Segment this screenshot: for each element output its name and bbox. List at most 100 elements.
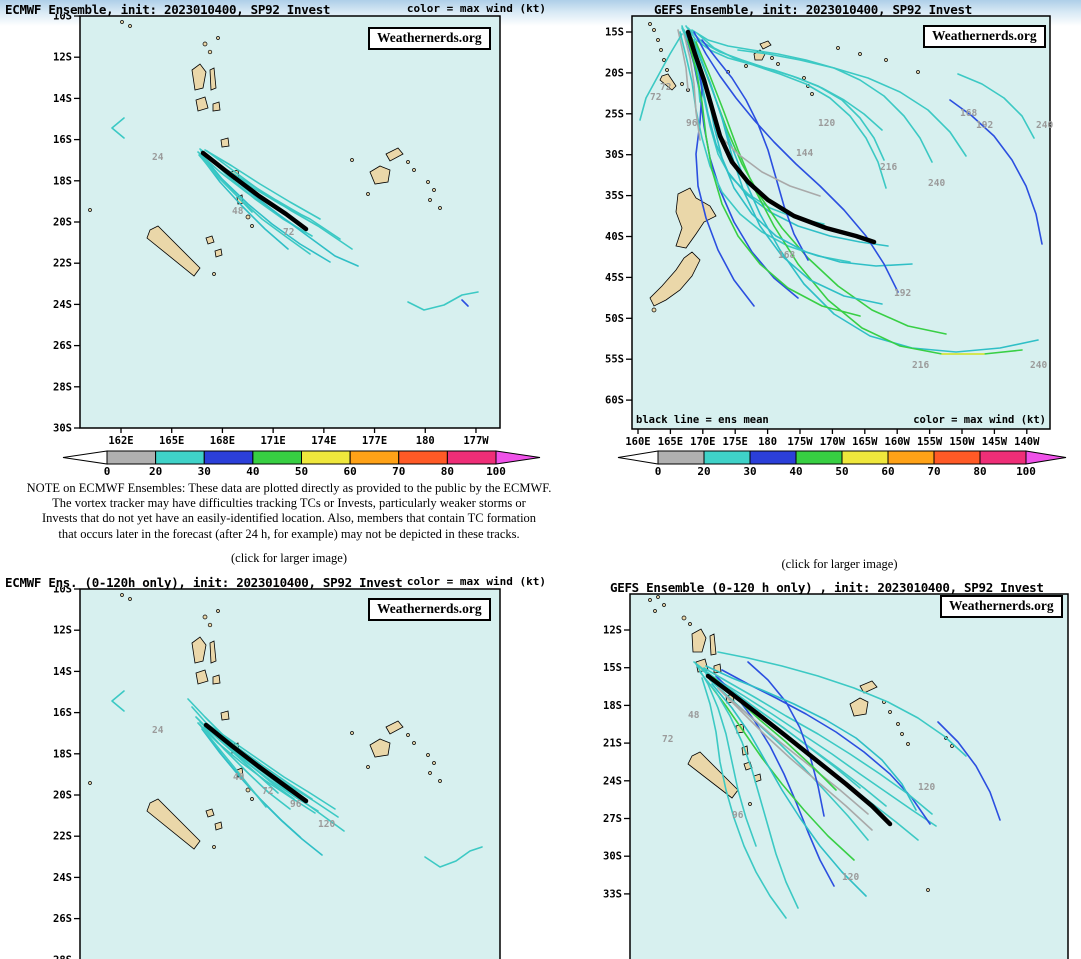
island-dot	[88, 781, 92, 785]
colorbar-tick-label: 60	[881, 465, 894, 478]
forecast-hour-label: 48	[232, 206, 244, 217]
lat-axis-label: 24S	[603, 775, 622, 787]
lat-axis-label: 20S	[53, 790, 72, 802]
ensemble-track	[697, 33, 887, 189]
island-dot	[216, 609, 220, 613]
landmass	[195, 96, 209, 112]
island-dot	[656, 595, 660, 599]
landmass	[191, 636, 207, 664]
ensemble-track-map: 24 48 72 96 120 10S 12S 14S 16S 18S 20S 22S 24S 26S 28…	[53, 587, 501, 959]
ensemble-track	[204, 149, 321, 220]
colorbar-segment	[749, 450, 797, 465]
forecast-hour-label: 96	[732, 810, 744, 821]
panel-gefs-ensemble-120h[interactable]: GEFS Ensemble (0-120 h only) , init: 202…	[598, 578, 1081, 959]
colorbar-segment	[703, 450, 751, 465]
island-dot	[250, 797, 254, 801]
forecast-hour-label: 120	[318, 819, 335, 830]
lat-axis-label: 55S	[605, 354, 624, 366]
island-dot	[662, 58, 666, 62]
island-dot	[212, 272, 216, 276]
colorbar-tick-label: 80	[973, 465, 986, 478]
forecast-hour-label: 120	[918, 782, 935, 793]
ensemble-track	[937, 721, 1001, 821]
island-dot	[810, 92, 814, 96]
ensemble-track	[717, 651, 967, 757]
landmass	[212, 101, 221, 112]
lat-axis-label: 25S	[605, 108, 624, 120]
ensemble-track	[679, 31, 851, 263]
island-dot	[406, 733, 410, 737]
colorbar-tick-label: 80	[441, 465, 454, 478]
forecast-hour-label: 168	[778, 250, 795, 261]
ensemble-track	[957, 73, 1035, 139]
lat-axis-label: 22S	[53, 831, 72, 843]
landmass	[146, 225, 201, 277]
colorbar-segment	[933, 450, 981, 465]
click-larger-caption-right: (click for larger image)	[781, 557, 898, 571]
ensemble-track	[639, 33, 683, 121]
note-line: The vortex tracker may have difficulties…	[52, 496, 526, 511]
lon-axis-label: 162E	[108, 435, 133, 447]
panel-gefs-ensemble-full[interactable]: GEFS Ensemble, init: 2023010400, SP92 In…	[598, 0, 1081, 478]
lon-axis-label: 177W	[463, 435, 489, 447]
ensemble-track-map: 24 48 72 10S 12S 14S 16S 18S 20S 22S 24S 26S 28S 30S 1…	[53, 14, 541, 478]
forecast-hour-label: 72	[660, 82, 671, 93]
watermark: Weathernerds.org	[940, 595, 1063, 618]
lat-axis-label: 10S	[53, 14, 72, 23]
colorbar-segment	[446, 450, 497, 465]
island-dot	[776, 62, 780, 66]
island-dot	[656, 38, 660, 42]
forecast-hour-label: 192	[976, 120, 993, 131]
note-line: NOTE on ECMWF Ensembles: These data are …	[26, 481, 552, 495]
lon-axis-label: 165E	[159, 435, 184, 447]
landmass	[859, 680, 878, 694]
ensemble-track	[206, 150, 353, 250]
lat-axis-label: 24S	[53, 872, 72, 884]
landmass	[205, 808, 215, 818]
ensemble-track	[747, 661, 825, 817]
colorbar-segment	[155, 450, 205, 465]
island-dot	[202, 614, 208, 620]
landmass	[209, 67, 217, 91]
panel-header: GEFS Ensemble, init: 2023010400, SP92 In…	[598, 0, 1081, 17]
landmass	[709, 633, 717, 656]
island-dot	[648, 22, 652, 26]
panel-ecmwf-ensemble-full[interactable]: ECMWF Ensemble, init: 2023010400, SP92 I…	[0, 0, 578, 478]
colorbar-tick-label: 60	[344, 465, 357, 478]
lat-axis-label: 16S	[53, 134, 72, 146]
colorbar-tick-label: 70	[927, 465, 940, 478]
landmass	[220, 710, 230, 721]
landmass	[214, 248, 223, 258]
island-dot	[250, 224, 254, 228]
ensemble-mean-track	[685, 29, 877, 245]
ensemble-track	[949, 99, 1043, 245]
color-legend-note: color = max wind (kt)	[406, 2, 546, 15]
ensemble-track	[703, 667, 933, 815]
colorbar-tick-label: 30	[743, 465, 756, 478]
island-dot	[350, 731, 354, 735]
ensemble-track	[111, 690, 125, 712]
landmass	[759, 40, 772, 50]
forecast-hour-label: 96	[290, 799, 302, 810]
lon-axis-label: 140W	[1014, 436, 1040, 448]
lat-axis-label: 21S	[603, 738, 622, 750]
ensemble-track	[677, 29, 689, 91]
landmass	[209, 640, 217, 664]
landmass	[659, 73, 677, 91]
island-dot	[412, 741, 416, 745]
colorbar-tick-label: 40	[246, 465, 259, 478]
forecast-hour-label: 120	[818, 118, 835, 129]
island-dot	[926, 888, 930, 892]
island-dot	[128, 24, 132, 28]
island-dot	[412, 168, 416, 172]
landmass	[385, 720, 404, 735]
forecast-hour-label: 120	[842, 872, 859, 883]
panel-header: GEFS Ensemble (0-120 h only) , init: 202…	[598, 578, 1081, 595]
lon-axis-label: 150W	[949, 436, 975, 448]
lat-axis-label: 30S	[605, 149, 624, 161]
island-dot	[207, 622, 213, 628]
panel-ecmwf-ensemble-120h[interactable]: ECMWF Ens. (0-120h only), init: 20230104…	[0, 573, 578, 959]
landmass	[369, 165, 391, 185]
colorbar-tick-label: 50	[295, 465, 308, 478]
